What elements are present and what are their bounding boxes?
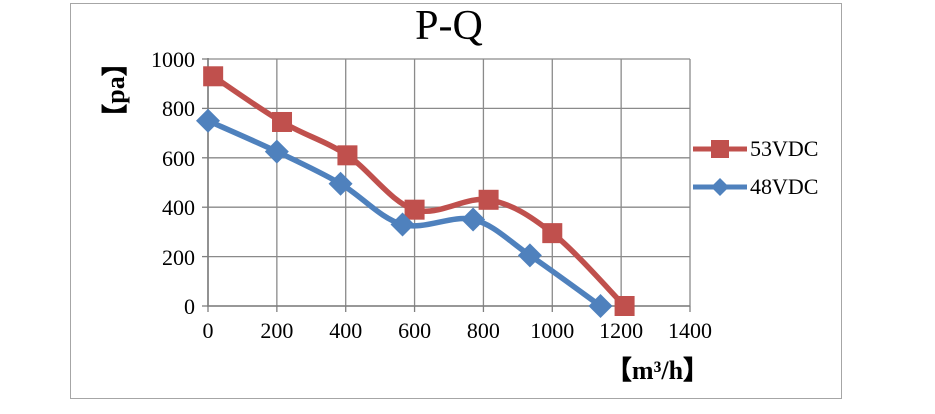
- y-tick-label: 400: [162, 195, 195, 221]
- x-tick-label: 1400: [668, 318, 712, 343]
- x-tick-label: 1200: [599, 318, 644, 343]
- y-tick-label: 200: [162, 244, 195, 270]
- legend: 53VDC 48VDC: [693, 136, 819, 199]
- x-tick-label: 1000: [530, 318, 575, 343]
- legend-item-53vdc: 53VDC: [693, 136, 819, 161]
- diamond-marker-icon: [693, 177, 747, 197]
- chart-title: P-Q: [415, 3, 483, 49]
- legend-label: 53VDC: [750, 136, 819, 161]
- x-tick-label: 200: [260, 318, 294, 343]
- x-axis-title: 【m³/h】: [605, 356, 710, 385]
- y-tick-label: 800: [162, 96, 195, 122]
- square-marker-icon: [693, 139, 747, 159]
- y-tick-label: 1000: [151, 47, 195, 72]
- y-tick-label: 600: [162, 145, 195, 171]
- x-tick-label: 400: [329, 318, 363, 343]
- x-tick-label: 800: [466, 318, 500, 343]
- y-tick-label: 0: [184, 294, 195, 319]
- x-tick-label: 0: [202, 318, 214, 343]
- x-tick-label: 600: [398, 318, 432, 343]
- legend-item-48vdc: 48VDC: [693, 174, 819, 199]
- chart-frame: [70, 3, 842, 399]
- legend-label: 48VDC: [750, 174, 819, 199]
